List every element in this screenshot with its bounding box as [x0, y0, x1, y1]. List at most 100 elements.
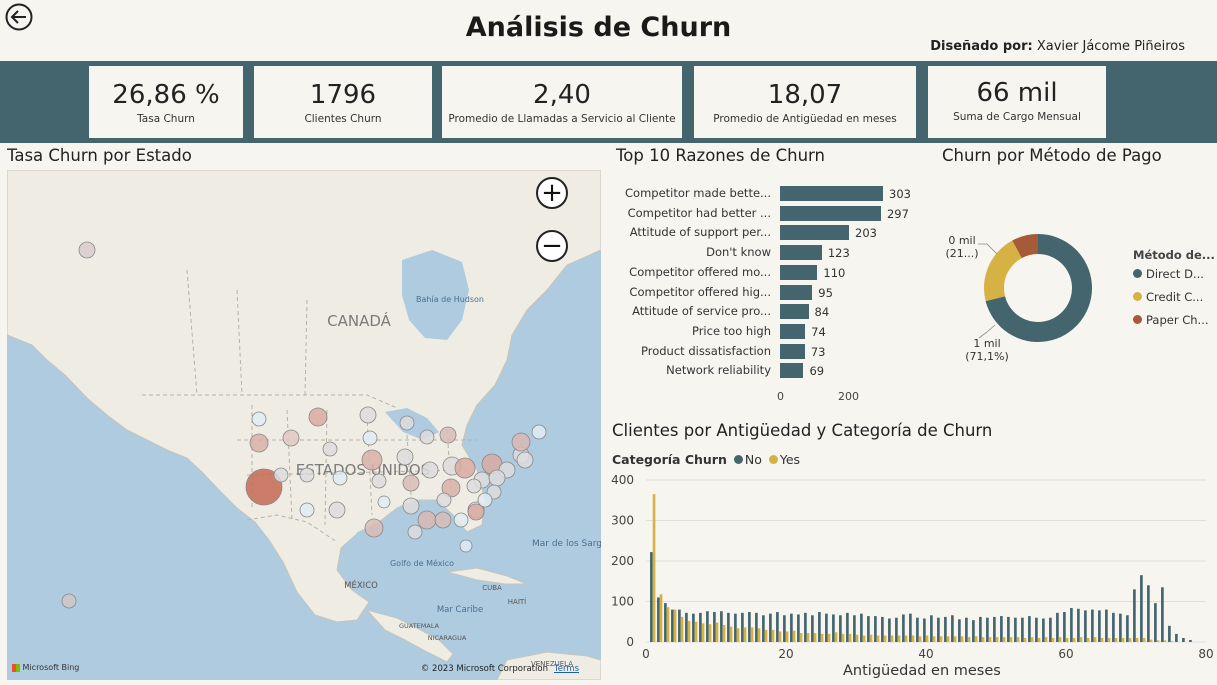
column-yes[interactable] — [1114, 637, 1118, 642]
column-no[interactable] — [748, 612, 751, 642]
column-no[interactable] — [986, 617, 989, 642]
column-yes[interactable] — [855, 634, 859, 642]
reason-bar[interactable] — [780, 245, 822, 261]
reason-bar[interactable] — [780, 284, 813, 300]
column-yes[interactable] — [1149, 639, 1153, 642]
state-bubble[interactable] — [322, 441, 338, 457]
reason-bar[interactable] — [780, 323, 806, 339]
column-no[interactable] — [657, 597, 660, 642]
state-bubble[interactable] — [396, 448, 414, 466]
column-yes[interactable] — [652, 494, 656, 642]
column-no[interactable] — [1126, 615, 1129, 642]
column-yes[interactable] — [771, 629, 775, 642]
column-yes[interactable] — [806, 633, 810, 642]
column-no[interactable] — [720, 611, 723, 642]
column-no[interactable] — [1133, 589, 1136, 642]
column-no[interactable] — [846, 612, 849, 642]
column-yes[interactable] — [1121, 637, 1125, 642]
tenure-column-chart[interactable]: 0 100 200 300 400 0 20 40 60 80 — [606, 470, 1217, 662]
column-yes[interactable] — [1023, 637, 1027, 642]
column-no[interactable] — [916, 617, 919, 642]
state-bubble[interactable] — [377, 495, 391, 509]
column-yes[interactable] — [722, 624, 726, 642]
column-no[interactable] — [1119, 613, 1122, 642]
state-bubble[interactable] — [273, 467, 289, 483]
column-no[interactable] — [783, 615, 786, 642]
column-no[interactable] — [902, 614, 905, 642]
column-yes[interactable] — [925, 635, 929, 642]
column-no[interactable] — [804, 612, 807, 642]
column-no[interactable] — [797, 614, 800, 642]
column-yes[interactable] — [1002, 637, 1006, 642]
state-bubble[interactable] — [402, 497, 420, 515]
state-bubble[interactable] — [78, 241, 96, 259]
column-yes[interactable] — [1093, 637, 1097, 642]
reason-bar[interactable] — [780, 264, 818, 280]
column-no[interactable] — [692, 613, 695, 642]
state-bubble[interactable] — [511, 432, 531, 452]
donut-slice[interactable] — [985, 234, 1092, 342]
column-yes[interactable] — [1128, 637, 1132, 642]
legend-yes-label[interactable]: Yes — [779, 452, 801, 467]
column-no[interactable] — [1000, 616, 1003, 642]
state-bubble[interactable] — [477, 492, 493, 508]
column-yes[interactable] — [736, 628, 740, 642]
column-no[interactable] — [881, 616, 884, 642]
column-yes[interactable] — [750, 627, 754, 642]
state-bubble[interactable] — [454, 457, 476, 479]
column-no[interactable] — [832, 614, 835, 642]
payment-legend-item[interactable]: Paper Ch... — [1133, 313, 1209, 327]
column-yes[interactable] — [960, 636, 964, 642]
state-bubble[interactable] — [332, 470, 348, 486]
state-bubble[interactable] — [466, 478, 482, 494]
column-no[interactable] — [776, 612, 779, 642]
state-bubble[interactable] — [299, 502, 315, 518]
reason-bar[interactable] — [780, 343, 805, 359]
column-yes[interactable] — [659, 594, 663, 642]
state-bubble[interactable] — [328, 501, 346, 519]
state-bubble[interactable] — [531, 424, 547, 440]
column-no[interactable] — [650, 552, 653, 642]
column-no[interactable] — [1014, 617, 1017, 642]
column-no[interactable] — [909, 613, 912, 642]
payment-legend-item[interactable]: Direct D... — [1133, 267, 1204, 281]
column-yes[interactable] — [1100, 637, 1104, 642]
column-no[interactable] — [1021, 617, 1024, 642]
column-no[interactable] — [867, 616, 870, 642]
donut-slice[interactable] — [1012, 234, 1038, 259]
column-no[interactable] — [713, 612, 716, 642]
column-yes[interactable] — [939, 636, 943, 642]
column-no[interactable] — [860, 613, 863, 642]
column-no[interactable] — [1049, 617, 1052, 642]
column-yes[interactable] — [666, 607, 670, 642]
state-bubble[interactable] — [436, 492, 452, 508]
column-no[interactable] — [741, 612, 744, 642]
column-yes[interactable] — [701, 623, 705, 642]
state-bubble[interactable] — [453, 512, 469, 528]
column-yes[interactable] — [694, 621, 698, 642]
column-no[interactable] — [1112, 612, 1115, 642]
column-no[interactable] — [769, 613, 772, 642]
state-bubble[interactable] — [419, 429, 435, 445]
column-no[interactable] — [923, 618, 926, 642]
column-yes[interactable] — [1156, 640, 1160, 642]
state-bubble[interactable] — [61, 593, 77, 609]
column-yes[interactable] — [792, 630, 796, 642]
column-yes[interactable] — [904, 635, 908, 642]
column-yes[interactable] — [813, 633, 817, 642]
column-no[interactable] — [1077, 608, 1080, 642]
state-bubble[interactable] — [364, 518, 384, 538]
column-no[interactable] — [1007, 616, 1010, 642]
column-yes[interactable] — [967, 637, 971, 642]
column-no[interactable] — [699, 612, 702, 642]
churn-map[interactable]: CANADÁ ESTADOS UNIDOS Bahía de Hudson MÉ… — [7, 170, 601, 680]
column-yes[interactable] — [1044, 637, 1048, 642]
map-terms-link[interactable]: Terms — [553, 664, 579, 674]
state-bubble[interactable] — [308, 407, 328, 427]
column-no[interactable] — [706, 611, 709, 642]
donut-slice[interactable] — [984, 240, 1022, 302]
column-yes[interactable] — [1072, 637, 1076, 642]
zoom-in-button[interactable]: + — [536, 177, 568, 209]
column-no[interactable] — [1105, 609, 1108, 642]
state-bubble[interactable] — [362, 430, 378, 446]
